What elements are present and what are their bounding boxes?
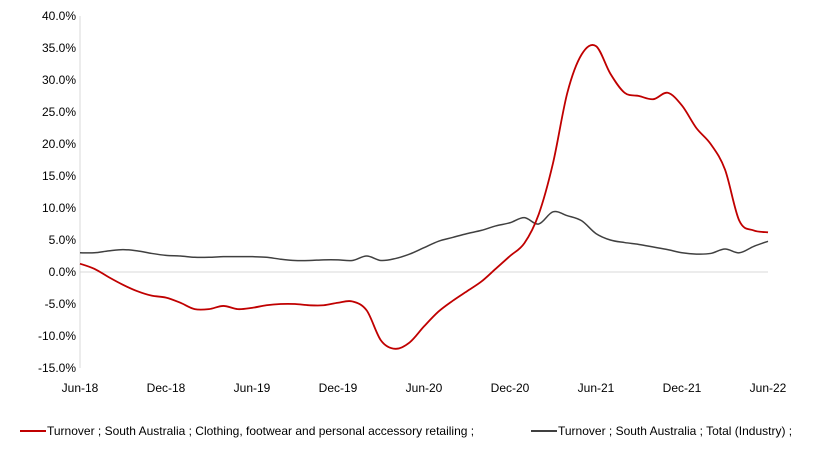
y-tick-label: -5.0% <box>45 297 77 311</box>
series-line-clothing <box>79 44 769 350</box>
legend-item-clothing[interactable]: Turnover ; South Australia ; Clothing, f… <box>20 424 474 438</box>
x-tick-label: Jun-20 <box>406 381 443 395</box>
x-tick-label: Jun-19 <box>234 381 271 395</box>
y-axis: -15.0% -10.0% -5.0% 0.0% 5.0% 10.0% 15.0% 20.0%… <box>38 9 81 375</box>
series-layer <box>79 44 769 350</box>
x-axis: Jun-18 Dec-18 Jun-19 Dec-19 Jun-20 Dec-20 Jun-… <box>62 271 787 395</box>
y-tick-label: 5.0% <box>49 233 77 247</box>
x-tick-label: Dec-19 <box>319 381 358 395</box>
legend-item-total[interactable]: Turnover ; South Australia ; Total (Indu… <box>531 424 792 438</box>
y-tick-label: -10.0% <box>38 329 76 343</box>
y-tick-label: -15.0% <box>38 361 76 375</box>
y-tick-label: 0.0% <box>49 265 77 279</box>
x-tick-label: Jun-22 <box>750 381 787 395</box>
series-line-total <box>79 210 769 262</box>
y-tick-label: 35.0% <box>42 41 76 55</box>
legend-label-clothing: Turnover ; South Australia ; Clothing, f… <box>47 424 474 438</box>
y-tick-label: 10.0% <box>42 201 76 215</box>
y-tick-label: 20.0% <box>42 137 76 151</box>
x-tick-label: Jun-21 <box>578 381 615 395</box>
legend-label-total: Turnover ; South Australia ; Total (Indu… <box>558 424 792 438</box>
y-tick-label: 15.0% <box>42 169 76 183</box>
x-tick-label: Jun-18 <box>62 381 99 395</box>
x-tick-label: Dec-18 <box>147 381 186 395</box>
y-tick-label: 40.0% <box>42 9 76 23</box>
y-tick-label: 30.0% <box>42 73 76 87</box>
x-tick-label: Dec-21 <box>663 381 702 395</box>
y-tick-label: 25.0% <box>42 105 76 119</box>
x-tick-label: Dec-20 <box>491 381 530 395</box>
legend: Turnover ; South Australia ; Clothing, f… <box>20 424 792 438</box>
